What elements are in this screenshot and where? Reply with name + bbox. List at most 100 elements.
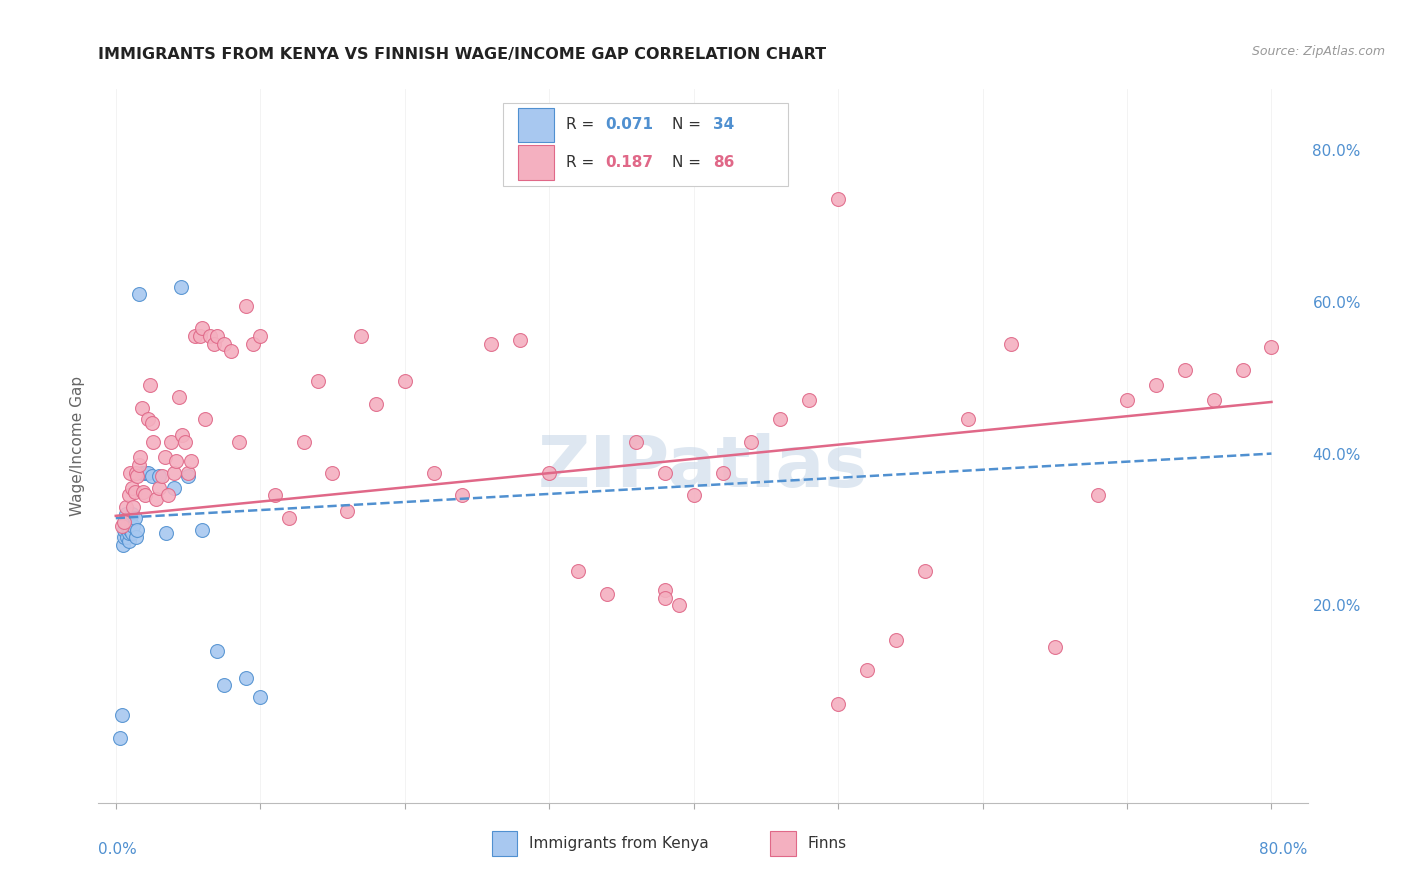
Text: Immigrants from Kenya: Immigrants from Kenya: [529, 837, 709, 851]
FancyBboxPatch shape: [517, 145, 554, 179]
Point: [1043, 640, 1066, 655]
Point: [249, 329, 271, 343]
Point: [202, 336, 225, 351]
Point: [125, 530, 148, 544]
Point: [156, 488, 179, 502]
Point: [131, 401, 153, 415]
Point: [177, 469, 200, 483]
Point: [856, 663, 879, 677]
Point: [191, 523, 214, 537]
Point: [174, 435, 197, 450]
Point: [884, 632, 907, 647]
Text: IMMIGRANTS FROM KENYA VS FINNISH WAGE/INCOME GAP CORRELATION CHART: IMMIGRANTS FROM KENYA VS FINNISH WAGE/IN…: [98, 47, 827, 62]
Point: [159, 435, 181, 450]
Point: [145, 492, 167, 507]
Point: [121, 526, 143, 541]
Point: [191, 321, 214, 335]
Point: [127, 469, 149, 483]
Point: [180, 454, 202, 468]
Point: [654, 591, 676, 605]
Point: [596, 587, 619, 601]
Point: [121, 508, 143, 522]
Point: [136, 412, 159, 426]
Text: Source: ZipAtlas.com: Source: ZipAtlas.com: [1251, 45, 1385, 58]
Point: [194, 412, 217, 426]
Point: [624, 435, 647, 450]
Point: [212, 678, 235, 692]
Point: [205, 644, 228, 658]
Point: [242, 336, 264, 351]
Point: [112, 530, 135, 544]
Point: [148, 481, 170, 495]
Point: [914, 564, 936, 578]
Point: [141, 416, 163, 430]
Point: [124, 511, 146, 525]
Point: [1000, 336, 1022, 351]
Text: 0.0%: 0.0%: [98, 842, 138, 857]
Point: [162, 481, 184, 495]
Point: [184, 329, 207, 343]
Point: [711, 466, 734, 480]
Point: [139, 378, 162, 392]
Point: [278, 511, 301, 525]
Point: [142, 435, 165, 450]
Text: 0.187: 0.187: [605, 155, 652, 170]
Point: [1087, 488, 1109, 502]
Point: [1174, 363, 1197, 377]
Point: [1116, 393, 1139, 408]
Point: [134, 466, 156, 480]
Point: [153, 450, 176, 465]
Point: [132, 484, 155, 499]
FancyBboxPatch shape: [517, 108, 554, 142]
Point: [148, 469, 170, 483]
Point: [118, 533, 141, 548]
Point: [125, 466, 148, 480]
Text: N =: N =: [672, 118, 706, 132]
Point: [188, 329, 211, 343]
Point: [235, 299, 257, 313]
Point: [120, 511, 142, 525]
Point: [198, 329, 221, 343]
Point: [957, 412, 980, 426]
Point: [205, 329, 228, 343]
Point: [120, 466, 142, 480]
Point: [118, 526, 141, 541]
Point: [1202, 393, 1225, 408]
Point: [127, 523, 149, 537]
Point: [112, 515, 135, 529]
Point: [165, 454, 187, 468]
Point: [263, 488, 285, 502]
Point: [1144, 378, 1167, 392]
Y-axis label: Wage/Income Gap: Wage/Income Gap: [69, 376, 84, 516]
Text: Finns: Finns: [807, 837, 846, 851]
Text: 0.071: 0.071: [605, 118, 652, 132]
Point: [509, 333, 531, 347]
Point: [112, 523, 135, 537]
Point: [117, 518, 139, 533]
Text: 34: 34: [713, 118, 734, 132]
Text: R =: R =: [567, 118, 599, 132]
Point: [131, 466, 153, 480]
Point: [110, 518, 132, 533]
Point: [115, 515, 138, 529]
Point: [307, 375, 329, 389]
Point: [169, 390, 191, 404]
Point: [422, 466, 444, 480]
Point: [141, 469, 163, 483]
FancyBboxPatch shape: [503, 103, 787, 186]
Point: [364, 397, 387, 411]
Point: [136, 466, 159, 480]
Point: [121, 481, 143, 495]
Point: [350, 329, 373, 343]
Point: [170, 279, 193, 293]
Point: [212, 336, 235, 351]
Point: [394, 375, 416, 389]
Point: [538, 466, 561, 480]
Point: [172, 427, 194, 442]
Point: [827, 697, 849, 711]
Point: [769, 412, 792, 426]
Point: [479, 336, 502, 351]
Point: [118, 488, 141, 502]
Point: [740, 435, 762, 450]
Point: [451, 488, 474, 502]
